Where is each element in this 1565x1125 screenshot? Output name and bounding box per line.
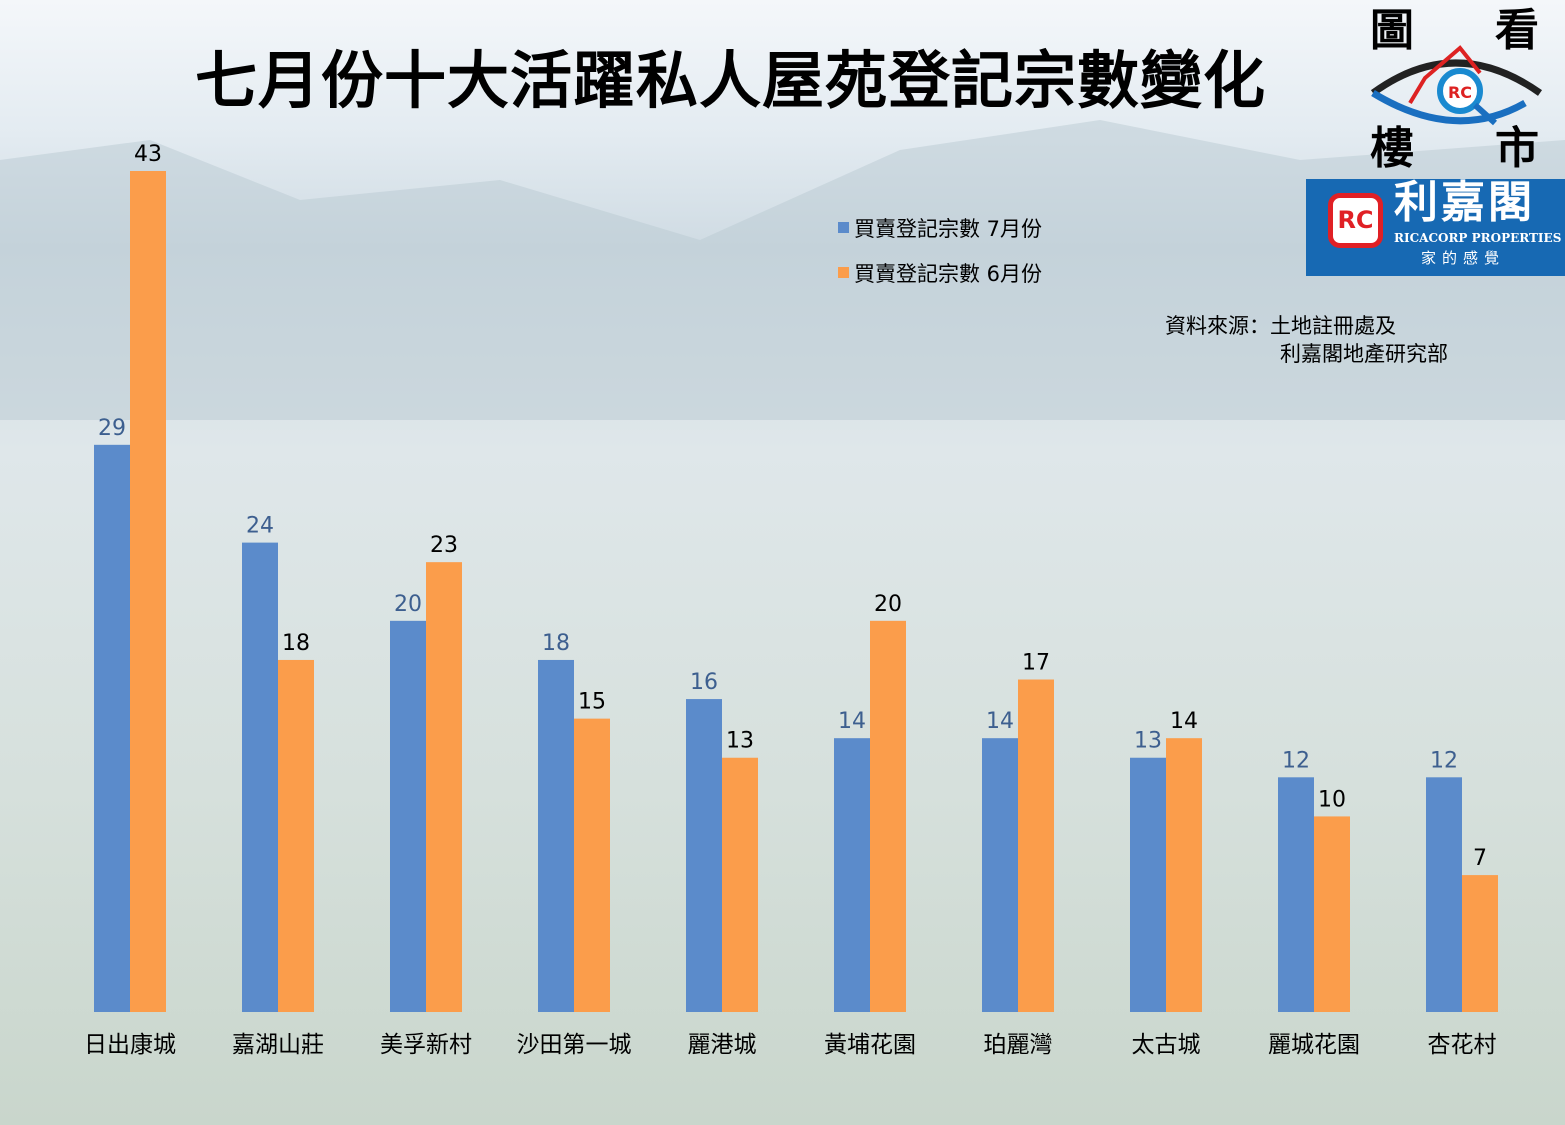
data-label-july: 12 (1430, 748, 1458, 773)
legend: 買賣登記宗數 7月份 買賣登記宗數 6月份 (838, 205, 1042, 295)
data-label-june: 10 (1318, 787, 1346, 812)
data-label-july: 14 (986, 709, 1014, 734)
data-label-july: 20 (394, 592, 422, 617)
data-label-july: 29 (98, 416, 126, 441)
ricacorp-logo: RC 利嘉閣 RICACORP PROPERTIES 家的感覺 (1306, 179, 1565, 276)
x-tick-label: 杏花村 (1428, 1032, 1497, 1058)
legend-label-july: 買賣登記宗數 7月份 (854, 216, 1043, 241)
bar-june (1166, 738, 1202, 1012)
background-landscape (0, 120, 1565, 420)
bar-july (1426, 777, 1462, 1012)
x-tick-label: 嘉湖山莊 (232, 1032, 324, 1058)
data-label-july: 12 (1282, 748, 1310, 773)
data-label-july: 16 (690, 670, 718, 695)
eye-magnifier-icon: RC (1370, 45, 1543, 126)
brand-name-en: RICACORP PROPERTIES (1394, 231, 1562, 245)
source-note: 資料來源：土地註冊處及 利嘉閣地產研究部 (1165, 312, 1448, 368)
data-label-june: 14 (1170, 709, 1198, 734)
bar-june (1462, 875, 1498, 1012)
x-tick-label: 麗港城 (688, 1032, 757, 1058)
bar-july (538, 659, 574, 1012)
legend-swatch-july (838, 222, 849, 233)
x-tick-label: 珀麗灣 (984, 1032, 1053, 1058)
data-label-june: 7 (1473, 846, 1487, 871)
brand-slogan: 家的感覺 (1421, 249, 1506, 267)
legend-label-june: 買賣登記宗數 6月份 (854, 261, 1043, 286)
data-label-july: 14 (838, 709, 866, 734)
x-tick-label: 美孚新村 (380, 1032, 472, 1058)
x-tick-label: 日出康城 (84, 1032, 176, 1058)
bar-june (130, 171, 166, 1012)
logo-char: 圖 (1370, 5, 1414, 56)
bar-july (834, 738, 870, 1012)
data-label-june: 20 (874, 592, 902, 617)
bar-june (278, 659, 314, 1012)
logo-char: 樓 (1370, 123, 1414, 174)
data-label-july: 13 (1134, 729, 1162, 754)
data-label-june: 17 (1022, 651, 1050, 676)
bar-june (574, 718, 610, 1012)
legend-swatch-june (838, 267, 849, 278)
x-tick-label: 黃埔花園 (824, 1032, 916, 1058)
data-label-june: 43 (134, 142, 162, 167)
data-label-june: 15 (578, 690, 606, 715)
bar-june (722, 757, 758, 1012)
data-label-july: 18 (542, 631, 570, 656)
bar-june (1314, 816, 1350, 1012)
data-label-june: 23 (430, 533, 458, 558)
source-line-2: 利嘉閣地產研究部 (1280, 342, 1448, 366)
chart-title: 七月份十大活躍私人屋苑登記宗數變化 (195, 44, 1267, 117)
brand-name: 利嘉閣 (1394, 177, 1535, 228)
legend-item-june: 買賣登記宗數 6月份 (838, 250, 1042, 295)
data-label-june: 18 (282, 631, 310, 656)
bar-june (1018, 679, 1054, 1012)
chart-view-logo: 圖 看 樓 市 RC (1365, 8, 1545, 173)
bar-july (1278, 777, 1314, 1012)
bar-june (870, 620, 906, 1012)
bar-july (686, 699, 722, 1012)
bar-july (1130, 757, 1166, 1012)
bar-july (94, 444, 130, 1012)
x-tick-label: 麗城花園 (1268, 1032, 1360, 1058)
data-label-july: 24 (246, 514, 274, 539)
logo-char: 看 (1495, 5, 1539, 56)
data-label-june: 13 (726, 729, 754, 754)
logo-char: 市 (1495, 123, 1539, 174)
source-line-1: 資料來源：土地註冊處及 (1165, 314, 1396, 338)
bar-july (390, 620, 426, 1012)
rc-mark-icon: RC (1328, 193, 1383, 248)
x-tick-label: 沙田第一城 (517, 1032, 632, 1058)
bar-june (426, 562, 462, 1012)
bar-july (242, 542, 278, 1012)
legend-item-july: 買賣登記宗數 7月份 (838, 205, 1042, 250)
logo-mark: RC (1448, 83, 1472, 102)
bar-july (982, 738, 1018, 1012)
x-tick-label: 太古城 (1132, 1032, 1201, 1058)
